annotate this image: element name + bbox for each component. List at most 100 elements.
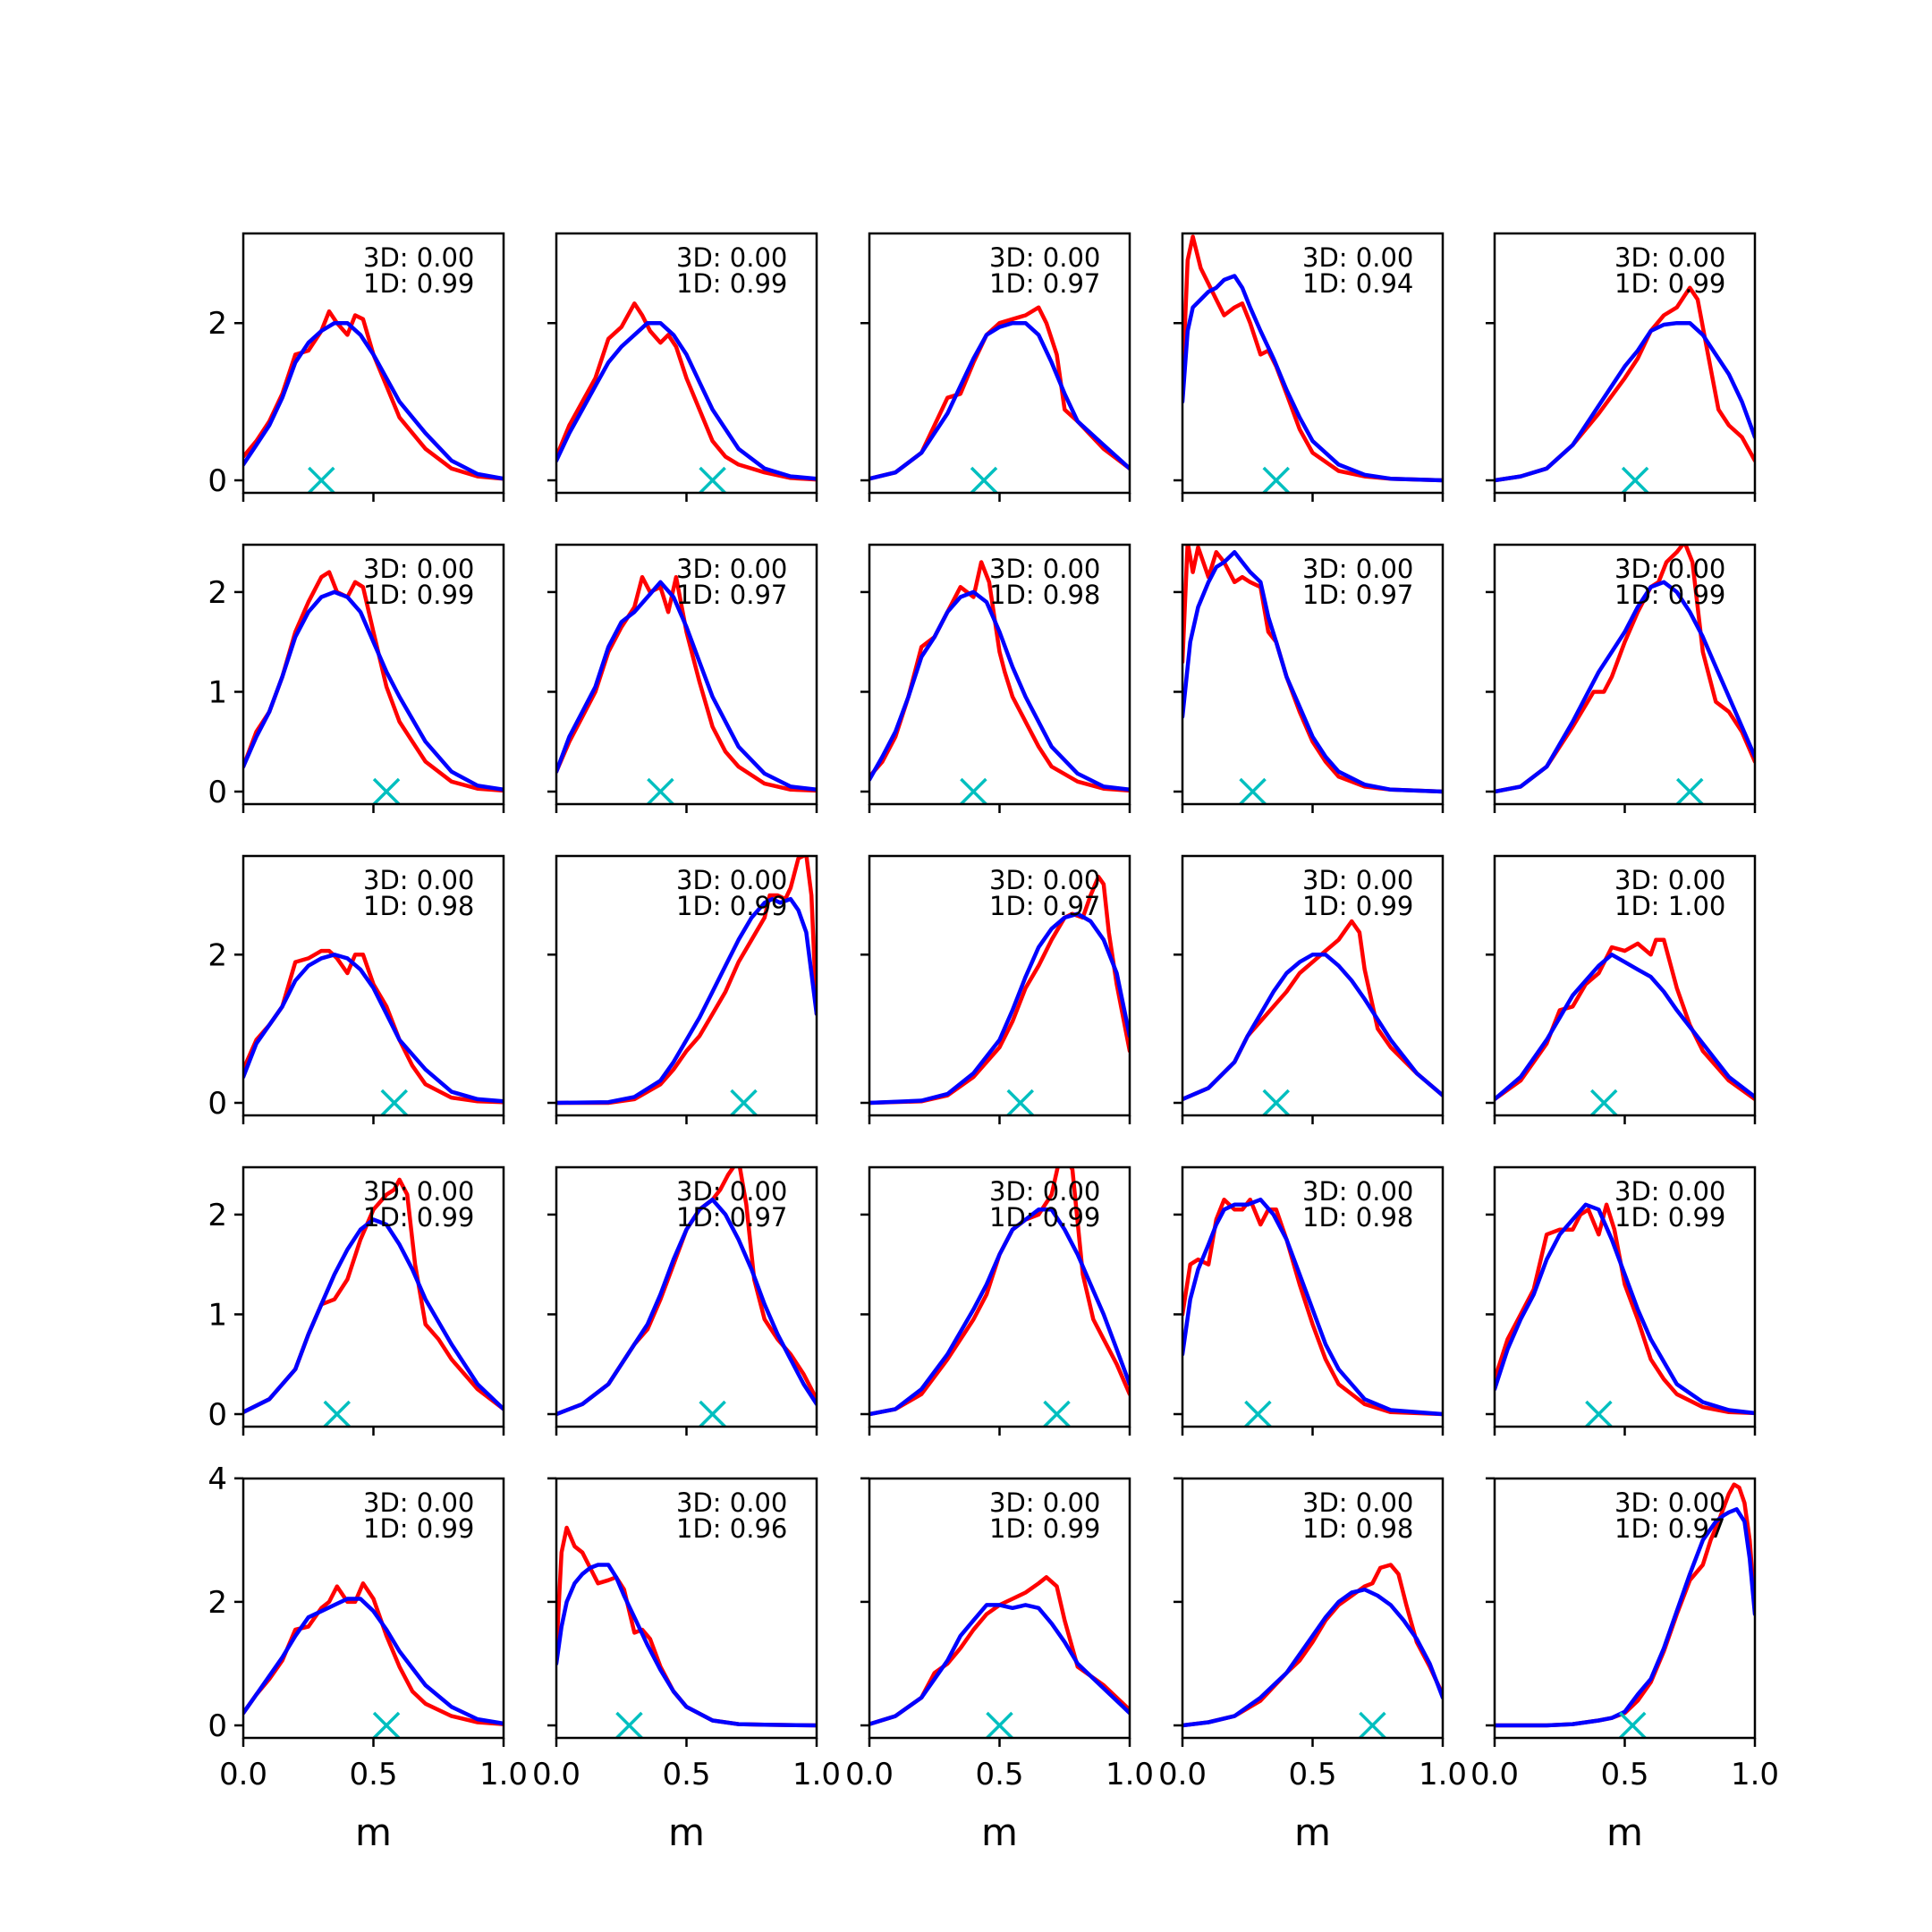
red-series-line (1182, 1563, 1443, 1728)
y-tick-label: 0 (208, 463, 227, 499)
x-marker-stroke-b (1585, 1400, 1613, 1428)
y-tick-label: 0 (208, 775, 227, 810)
x-tick-label: 0.0 (845, 1757, 894, 1792)
x-marker-stroke-b (372, 1711, 401, 1740)
blue-series-line (1495, 320, 1755, 483)
y-tick-label: 2 (208, 306, 227, 342)
annotation-1d: 1D: 0.97 (676, 580, 787, 610)
annotation-3d: 3D: 0.00 (1614, 242, 1725, 273)
blue-series-line (1495, 1507, 1755, 1728)
x-tick-label: 0.5 (975, 1757, 1023, 1792)
y-tick-label: 2 (208, 1585, 227, 1621)
x-marker-stroke-b (970, 466, 998, 495)
x-tick-label: 1.0 (1419, 1757, 1467, 1792)
blue-series-line (1182, 1197, 1443, 1417)
x-marker (1618, 1711, 1647, 1740)
x-marker (1621, 466, 1649, 495)
x-tick-label: 1.0 (1106, 1757, 1154, 1792)
blue-series-line (1182, 274, 1443, 483)
x-marker (647, 777, 674, 806)
blue-series-line (869, 1603, 1130, 1726)
annotation-1d: 1D: 0.97 (1302, 580, 1413, 610)
blue-series-line (556, 1197, 817, 1417)
x-tick-label: 0.0 (1470, 1757, 1519, 1792)
x-axis-label: m (1606, 1810, 1643, 1854)
blue-series-line (869, 589, 1130, 792)
annotation-3d: 3D: 0.00 (989, 865, 1100, 895)
x-marker-stroke-b (308, 466, 335, 495)
y-tick-label: 0 (208, 1086, 227, 1122)
x-marker-stroke-b (1006, 1089, 1035, 1117)
blue-series-line (1495, 1202, 1755, 1416)
x-marker (1585, 1400, 1613, 1428)
blue-series-line (243, 320, 504, 481)
x-axis-label: m (981, 1810, 1018, 1854)
red-series-line (243, 948, 504, 1105)
annotation-3d: 3D: 0.00 (676, 865, 787, 895)
x-marker (699, 466, 726, 495)
x-marker-stroke-b (986, 1711, 1013, 1740)
x-marker (1589, 1089, 1618, 1117)
annotation-3d: 3D: 0.00 (676, 554, 787, 584)
x-marker (730, 1089, 758, 1117)
x-marker (1239, 777, 1267, 806)
x-marker (372, 777, 401, 806)
x-tick-label: 0.5 (1288, 1757, 1336, 1792)
annotation-3d: 3D: 0.00 (676, 1487, 787, 1518)
x-marker (970, 466, 998, 495)
y-tick-label: 0 (208, 1397, 227, 1433)
annotation-3d: 3D: 0.00 (989, 242, 1100, 273)
annotation-3d: 3D: 0.00 (363, 865, 474, 895)
red-series-line (1182, 234, 1443, 483)
y-tick-label: 1 (208, 1297, 227, 1333)
annotation-1d: 1D: 0.99 (363, 1202, 474, 1233)
annotation-1d: 1D: 0.98 (989, 580, 1100, 610)
x-marker-stroke-b (1676, 777, 1704, 806)
red-series-line (869, 1575, 1130, 1726)
y-tick-label: 2 (208, 937, 227, 973)
red-series-line (556, 856, 817, 1106)
x-tick-label: 1.0 (479, 1757, 528, 1792)
annotation-3d: 3D: 0.00 (989, 1487, 1100, 1518)
annotation-1d: 1D: 0.97 (1614, 1513, 1725, 1544)
annotation-3d: 3D: 0.00 (1614, 1176, 1725, 1207)
x-tick-label: 0.5 (349, 1757, 397, 1792)
x-marker (380, 1089, 409, 1117)
annotation-1d: 1D: 0.99 (989, 1202, 1100, 1233)
annotation-3d: 3D: 0.00 (363, 1176, 474, 1207)
annotation-3d: 3D: 0.00 (363, 1487, 474, 1518)
red-series-line (1495, 285, 1755, 483)
blue-series-line (243, 1217, 504, 1415)
annotation-1d: 1D: 0.98 (1302, 1202, 1413, 1233)
annotation-1d: 1D: 0.99 (1614, 268, 1725, 299)
blue-series-line (1495, 953, 1755, 1102)
annotation-1d: 1D: 0.99 (1614, 1202, 1725, 1233)
red-series-line (556, 1525, 817, 1728)
x-axis-label: m (668, 1810, 705, 1854)
x-marker-stroke-b (1244, 1400, 1272, 1428)
x-tick-label: 1.0 (1731, 1757, 1779, 1792)
x-marker (1676, 777, 1704, 806)
x-marker-stroke-b (699, 466, 726, 495)
annotation-1d: 1D: 0.99 (363, 580, 474, 610)
x-marker (1043, 1400, 1071, 1428)
y-tick-label: 2 (208, 1198, 227, 1233)
